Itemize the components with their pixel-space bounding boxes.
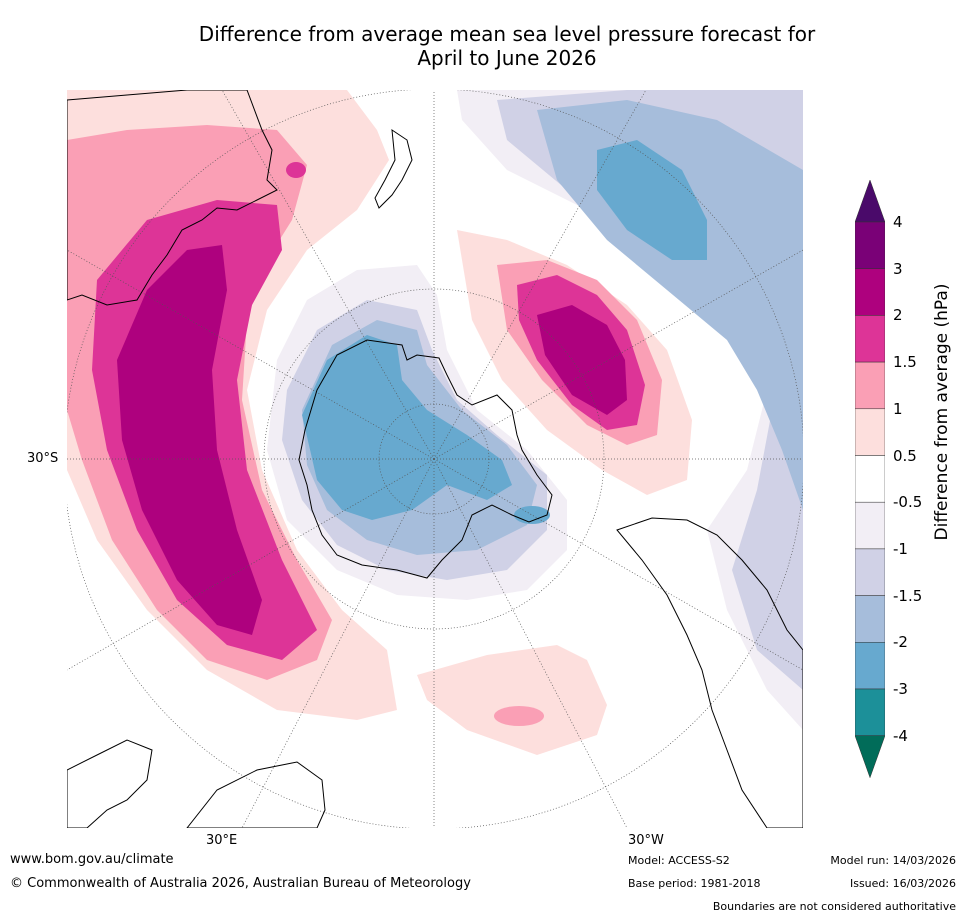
pressure-anomaly-map: [67, 90, 803, 828]
pos-anomaly-atlantic-1: [494, 706, 544, 726]
colorbar-band--0.5-0.5: [855, 455, 885, 503]
colorbar-band-3-4: [855, 221, 885, 269]
longitude-label-30w: 30°W: [628, 833, 664, 848]
pos-anomaly-atlantic-0_5: [417, 645, 607, 755]
colorbar-band--4--3: [855, 688, 885, 736]
colorbar-tick: 1.5: [893, 353, 917, 372]
model-run: Model run: 14/03/2026: [830, 854, 956, 867]
colorbar-tick: -4: [893, 726, 908, 745]
colorbar-tick: -0.5: [893, 493, 923, 512]
colorbar-band--2--1.5: [855, 595, 885, 643]
colorbar-band-1-1.5: [855, 361, 885, 410]
pos-anomaly-pacific-2: [537, 305, 627, 415]
colorbar-tick: -1: [893, 539, 908, 558]
new-zealand-outline: [374, 128, 413, 209]
pos-anomaly-indian-2: [117, 245, 262, 635]
model-name: Model: ACCESS-S2: [628, 854, 730, 867]
colorbar-band--1--0.5: [855, 501, 885, 550]
longitude-lines: [67, 90, 803, 828]
latitude-label-30s: 30°S: [27, 451, 59, 466]
longitude-label-30e: 30°E: [206, 833, 238, 848]
colorbar-tick: 2: [893, 306, 903, 325]
colorbar-band-0.5-1: [855, 408, 885, 456]
issued-date: Issued: 16/03/2026: [849, 877, 956, 890]
colorbar-band--1.5--1: [855, 548, 885, 596]
neg-anomaly-antarctic-2: [302, 335, 512, 520]
africa-outline: [67, 739, 153, 828]
website-link[interactable]: www.bom.gov.au/climate: [10, 852, 174, 867]
title-line-2: April to June 2026: [417, 46, 597, 70]
neg-anomaly-ne-2: [597, 140, 707, 260]
antarctica-outline: [298, 339, 553, 579]
colorbar-tick: -3: [893, 680, 908, 698]
colorbar-band-above-3: [855, 180, 885, 223]
colorbar-band-1.5-2: [855, 315, 885, 363]
australia-outline: [67, 90, 278, 306]
colorbar-band--3--2: [855, 642, 885, 690]
neg-anomaly-ne-1_5: [537, 100, 803, 510]
south-africa-outline: [186, 761, 326, 828]
colorbar-tick: -2: [893, 633, 908, 652]
colorbar-band-below-4: [855, 735, 885, 779]
disclaimer: Boundaries are not considered authoritat…: [712, 900, 956, 913]
base-period: Base period: 1981-2018: [628, 877, 761, 890]
colorbar-label: Difference from average (hPa): [932, 283, 952, 541]
colorbar-tick: 4: [893, 213, 903, 231]
colorbar: [855, 180, 885, 779]
pos-anomaly-tasman-1_5: [286, 162, 306, 178]
chart-title: Difference from average mean sea level p…: [0, 22, 965, 70]
title-line-1: Difference from average mean sea level p…: [198, 22, 816, 46]
colorbar-band-2-3: [855, 268, 885, 316]
colorbar-tick: -1.5: [893, 586, 923, 605]
copyright: © Commonwealth of Australia 2026, Austra…: [10, 876, 471, 891]
south-america-outline: [616, 517, 803, 828]
colorbar-tick: 0.5: [893, 446, 917, 465]
colorbar-tick: 3: [893, 259, 903, 278]
colorbar-tick: 1: [893, 399, 903, 418]
